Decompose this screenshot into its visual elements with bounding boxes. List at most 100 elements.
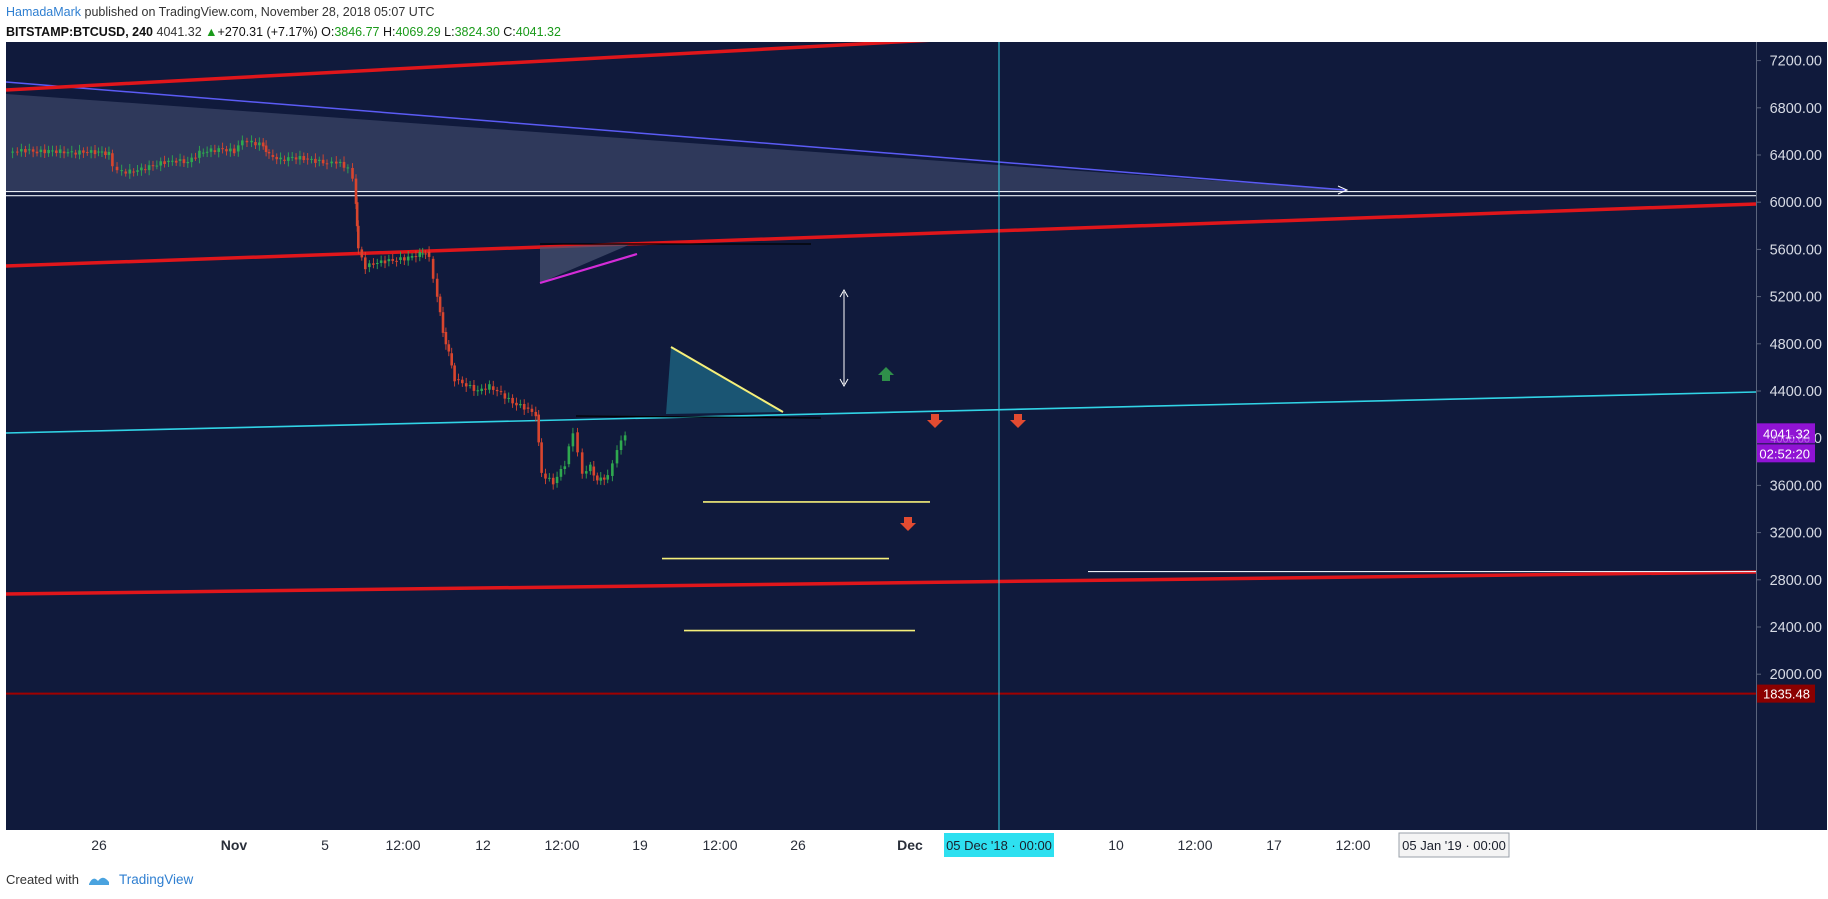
publish-info: published on TradingView.com, November 2… bbox=[84, 5, 435, 19]
price-tick-label: 3200.00 bbox=[1770, 526, 1822, 542]
candle-body bbox=[559, 469, 563, 477]
candle-body bbox=[85, 152, 89, 154]
candle-body bbox=[190, 157, 193, 163]
candle-body bbox=[198, 150, 201, 158]
candle-body bbox=[567, 446, 571, 465]
candle-body bbox=[93, 150, 97, 155]
red-channel-middle bbox=[6, 202, 1756, 268]
candle-body bbox=[611, 463, 614, 476]
price-tick-label: 2400.00 bbox=[1770, 620, 1822, 636]
candle-body bbox=[623, 435, 627, 441]
candle-body bbox=[171, 160, 174, 162]
candle-body bbox=[447, 344, 451, 352]
candle-body bbox=[418, 251, 422, 257]
candle-body bbox=[468, 384, 472, 386]
price-tick-label: 5600.00 bbox=[1770, 242, 1822, 258]
cursor-date-tag-label: 05 Jan '19 · 00:00 bbox=[1402, 838, 1506, 853]
candle-body bbox=[515, 402, 518, 406]
candle-body bbox=[298, 156, 302, 160]
triangle-pattern-2 bbox=[666, 347, 783, 414]
candle-body bbox=[450, 353, 453, 366]
chart-header: HamadaMark published on TradingView.com,… bbox=[6, 2, 561, 42]
price-tick-label: 6800.00 bbox=[1770, 101, 1822, 117]
candle-body bbox=[457, 379, 460, 381]
candle-body bbox=[47, 150, 50, 154]
candle-body bbox=[314, 158, 317, 163]
cursor-date-tag bbox=[1398, 832, 1510, 858]
price-tick-label: 6000.00 bbox=[1770, 195, 1822, 211]
candle-body bbox=[136, 170, 139, 172]
chart-svg[interactable]: 7200.00 6800.00 6400.00 6000.00 5600.00 5200.… bbox=[6, 42, 1828, 866]
candle-body bbox=[499, 391, 503, 393]
time-tick-label: 12:00 bbox=[544, 837, 579, 853]
yellow-triangle-line bbox=[670, 346, 784, 413]
high-label: H: bbox=[382, 25, 396, 39]
time-tick-label: 26 bbox=[790, 837, 806, 853]
candle-body bbox=[225, 149, 228, 152]
candle-body bbox=[592, 466, 596, 476]
candle-body bbox=[379, 260, 383, 263]
candle-body bbox=[619, 440, 623, 450]
candle-body bbox=[387, 259, 391, 262]
candle-body bbox=[290, 156, 294, 158]
countdown-tag bbox=[1757, 444, 1815, 463]
candle-body bbox=[441, 312, 445, 333]
candle-body bbox=[264, 145, 268, 152]
candle-body bbox=[245, 140, 249, 143]
candle-body bbox=[201, 152, 205, 154]
candle-body bbox=[15, 151, 19, 153]
candle-body bbox=[342, 161, 346, 168]
candle-body bbox=[453, 365, 456, 382]
candle-body bbox=[355, 202, 359, 227]
candle-body bbox=[368, 263, 371, 268]
candle-body bbox=[563, 466, 567, 470]
candle-body bbox=[20, 149, 23, 152]
candle-body bbox=[140, 167, 143, 171]
measure-up-arrow-icon bbox=[839, 288, 849, 298]
last-price-tag-label: 4041.32 bbox=[1763, 426, 1810, 441]
price-tick-label: 3600.00 bbox=[1770, 478, 1822, 494]
candle-body bbox=[27, 149, 31, 151]
candle-body bbox=[159, 161, 163, 166]
author-link[interactable]: HamadaMark bbox=[6, 5, 82, 19]
time-tick-label: Nov bbox=[221, 837, 248, 853]
change-value: +270.31 (+7.17%) bbox=[217, 25, 318, 39]
candle-body bbox=[31, 149, 35, 152]
measure-down-arrow-icon bbox=[839, 378, 849, 388]
candle-body bbox=[351, 167, 354, 179]
price-tick-label: 7200.00 bbox=[1770, 54, 1822, 70]
candle-body bbox=[488, 384, 491, 390]
tradingview-link[interactable]: TradingView bbox=[118, 872, 194, 887]
candle-body bbox=[495, 389, 499, 392]
candle-body bbox=[548, 477, 551, 479]
candle-body bbox=[241, 140, 244, 146]
candle-body bbox=[261, 142, 265, 147]
candle-body bbox=[221, 148, 224, 150]
candle-body bbox=[480, 388, 483, 391]
candle-body bbox=[155, 165, 159, 167]
candle-body bbox=[372, 263, 375, 265]
candle-body bbox=[104, 151, 107, 156]
candle-body bbox=[403, 257, 406, 261]
candle-body bbox=[540, 442, 543, 473]
blue-trend-line bbox=[6, 81, 1347, 191]
candle-body bbox=[306, 158, 309, 160]
candle-body bbox=[24, 149, 27, 153]
candle-body bbox=[232, 148, 236, 154]
candle-body bbox=[484, 388, 487, 390]
candle-body bbox=[354, 178, 358, 204]
cyan-support-line bbox=[6, 391, 1756, 434]
candle-body bbox=[115, 166, 119, 171]
candle-body bbox=[580, 452, 584, 474]
candle-body bbox=[519, 403, 522, 406]
candle-body bbox=[213, 150, 217, 152]
candle-body bbox=[346, 167, 350, 169]
candle-body bbox=[236, 145, 240, 152]
candle-body bbox=[526, 407, 530, 409]
candle-body bbox=[283, 159, 286, 161]
candle-body bbox=[571, 433, 575, 447]
candle-body bbox=[503, 393, 507, 399]
candle-body bbox=[89, 150, 93, 153]
last-price-tag bbox=[1757, 423, 1815, 444]
candle-body bbox=[522, 403, 526, 410]
